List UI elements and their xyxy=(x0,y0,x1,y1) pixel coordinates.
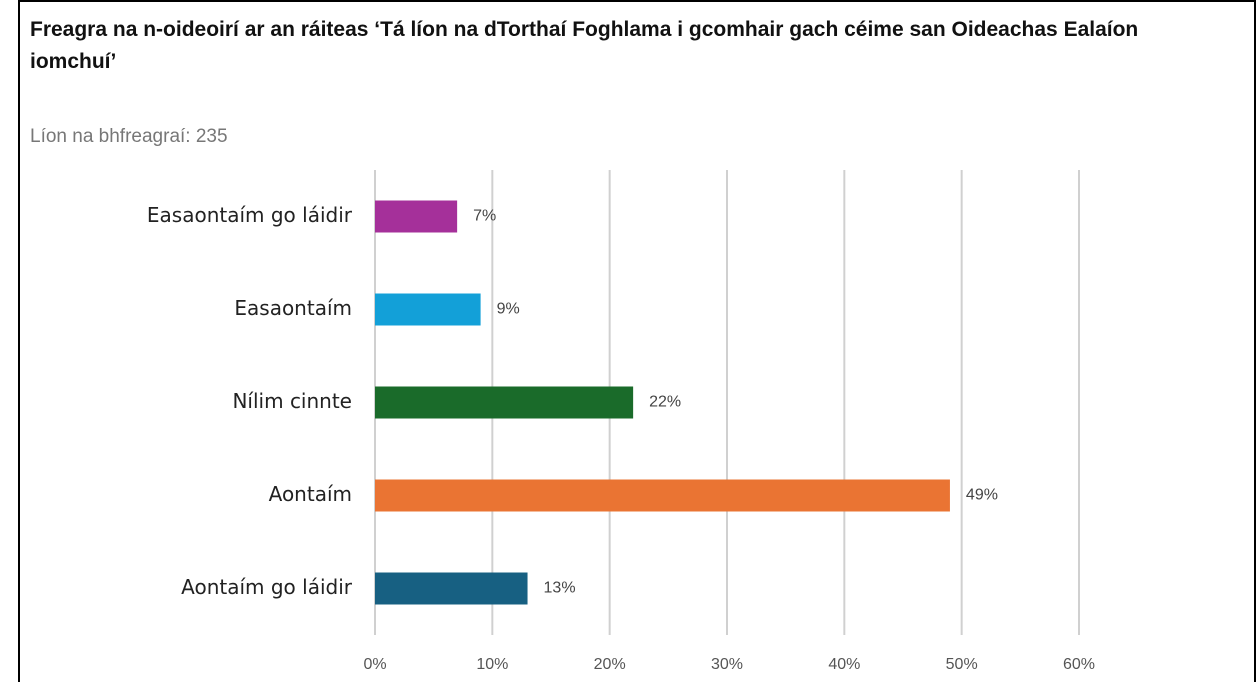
bar xyxy=(375,386,634,419)
bar xyxy=(375,200,458,233)
y-tick-label: Easaontaím go láidir xyxy=(147,203,353,227)
x-tick-label: 30% xyxy=(711,656,743,673)
y-tick-label: Nílim cinnte xyxy=(232,389,352,413)
chart-title: Freagra na n-oideoirí ar an ráiteas ‘Tá … xyxy=(30,18,1139,73)
data-label: 7% xyxy=(473,208,496,225)
y-tick-label: Aontaím xyxy=(269,482,352,506)
bar xyxy=(375,479,950,512)
chart-subtitle: Líon na bhfreagraí: 235 xyxy=(30,126,228,147)
data-label: 9% xyxy=(497,301,520,318)
x-tick-label: 60% xyxy=(1063,656,1095,673)
bar xyxy=(375,572,528,605)
x-tick-label: 50% xyxy=(946,656,978,673)
data-label: 49% xyxy=(966,487,998,504)
x-tick-label: 0% xyxy=(363,656,386,673)
x-tick-label: 40% xyxy=(828,656,860,673)
bar xyxy=(375,293,481,326)
frame xyxy=(18,0,1256,682)
x-tick-label: 10% xyxy=(476,656,508,673)
y-tick-label: Aontaím go láidir xyxy=(181,575,353,599)
data-label: 22% xyxy=(649,394,681,411)
x-tick-label: 20% xyxy=(594,656,626,673)
data-label: 13% xyxy=(544,580,576,597)
y-tick-label: Easaontaím xyxy=(234,296,352,320)
